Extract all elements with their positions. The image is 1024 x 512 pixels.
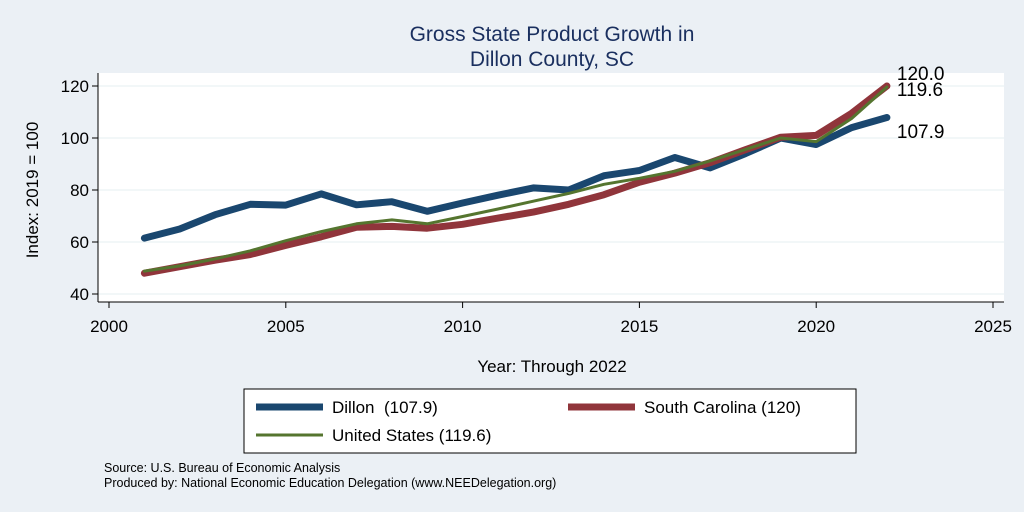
chart-title-line-1: Gross State Product Growth in — [410, 23, 695, 46]
x-tick-label-2020: 2020 — [797, 317, 835, 336]
end-label-dillon: 107.9 — [897, 122, 945, 143]
y-tick-label-120: 120 — [61, 77, 89, 96]
y-axis-label: Index: 2019 = 100 — [23, 122, 42, 259]
legend-label-dillon: Dillon (107.9) — [332, 398, 438, 417]
end-label-south-carolina: 120.0 — [897, 64, 945, 85]
legend-label-south-carolina: South Carolina (120) — [644, 398, 801, 417]
x-tick-label-2005: 2005 — [267, 317, 305, 336]
y-tick-label-60: 60 — [70, 233, 89, 252]
produced-by-note: Produced by: National Economic Education… — [104, 476, 556, 490]
y-tick-label-40: 40 — [70, 285, 89, 304]
series-line-united-states — [142, 85, 889, 273]
x-tick-label-2025: 2025 — [974, 317, 1012, 336]
x-tick-label-2015: 2015 — [620, 317, 658, 336]
axes: 40 60 80 100 120 2000 2005 2010 2015 2020 2025 — [61, 73, 1012, 336]
x-tick-label-2010: 2010 — [444, 317, 482, 336]
end-label-united-states: 119.6 — [897, 80, 943, 101]
y-tick-label-80: 80 — [70, 181, 89, 200]
legend-box — [243, 388, 857, 454]
y-tick-label-100: 100 — [61, 129, 89, 148]
series-lines — [140, 82, 891, 277]
legend-label-united-states: United States (119.6) — [332, 426, 491, 445]
x-axis-label: Year: Through 2022 — [477, 357, 626, 376]
source-note: Source: U.S. Bureau of Economic Analysis — [104, 461, 340, 475]
chart-title-line-2: Dillon County, SC — [470, 48, 634, 71]
x-tick-label-2000: 2000 — [90, 317, 128, 336]
